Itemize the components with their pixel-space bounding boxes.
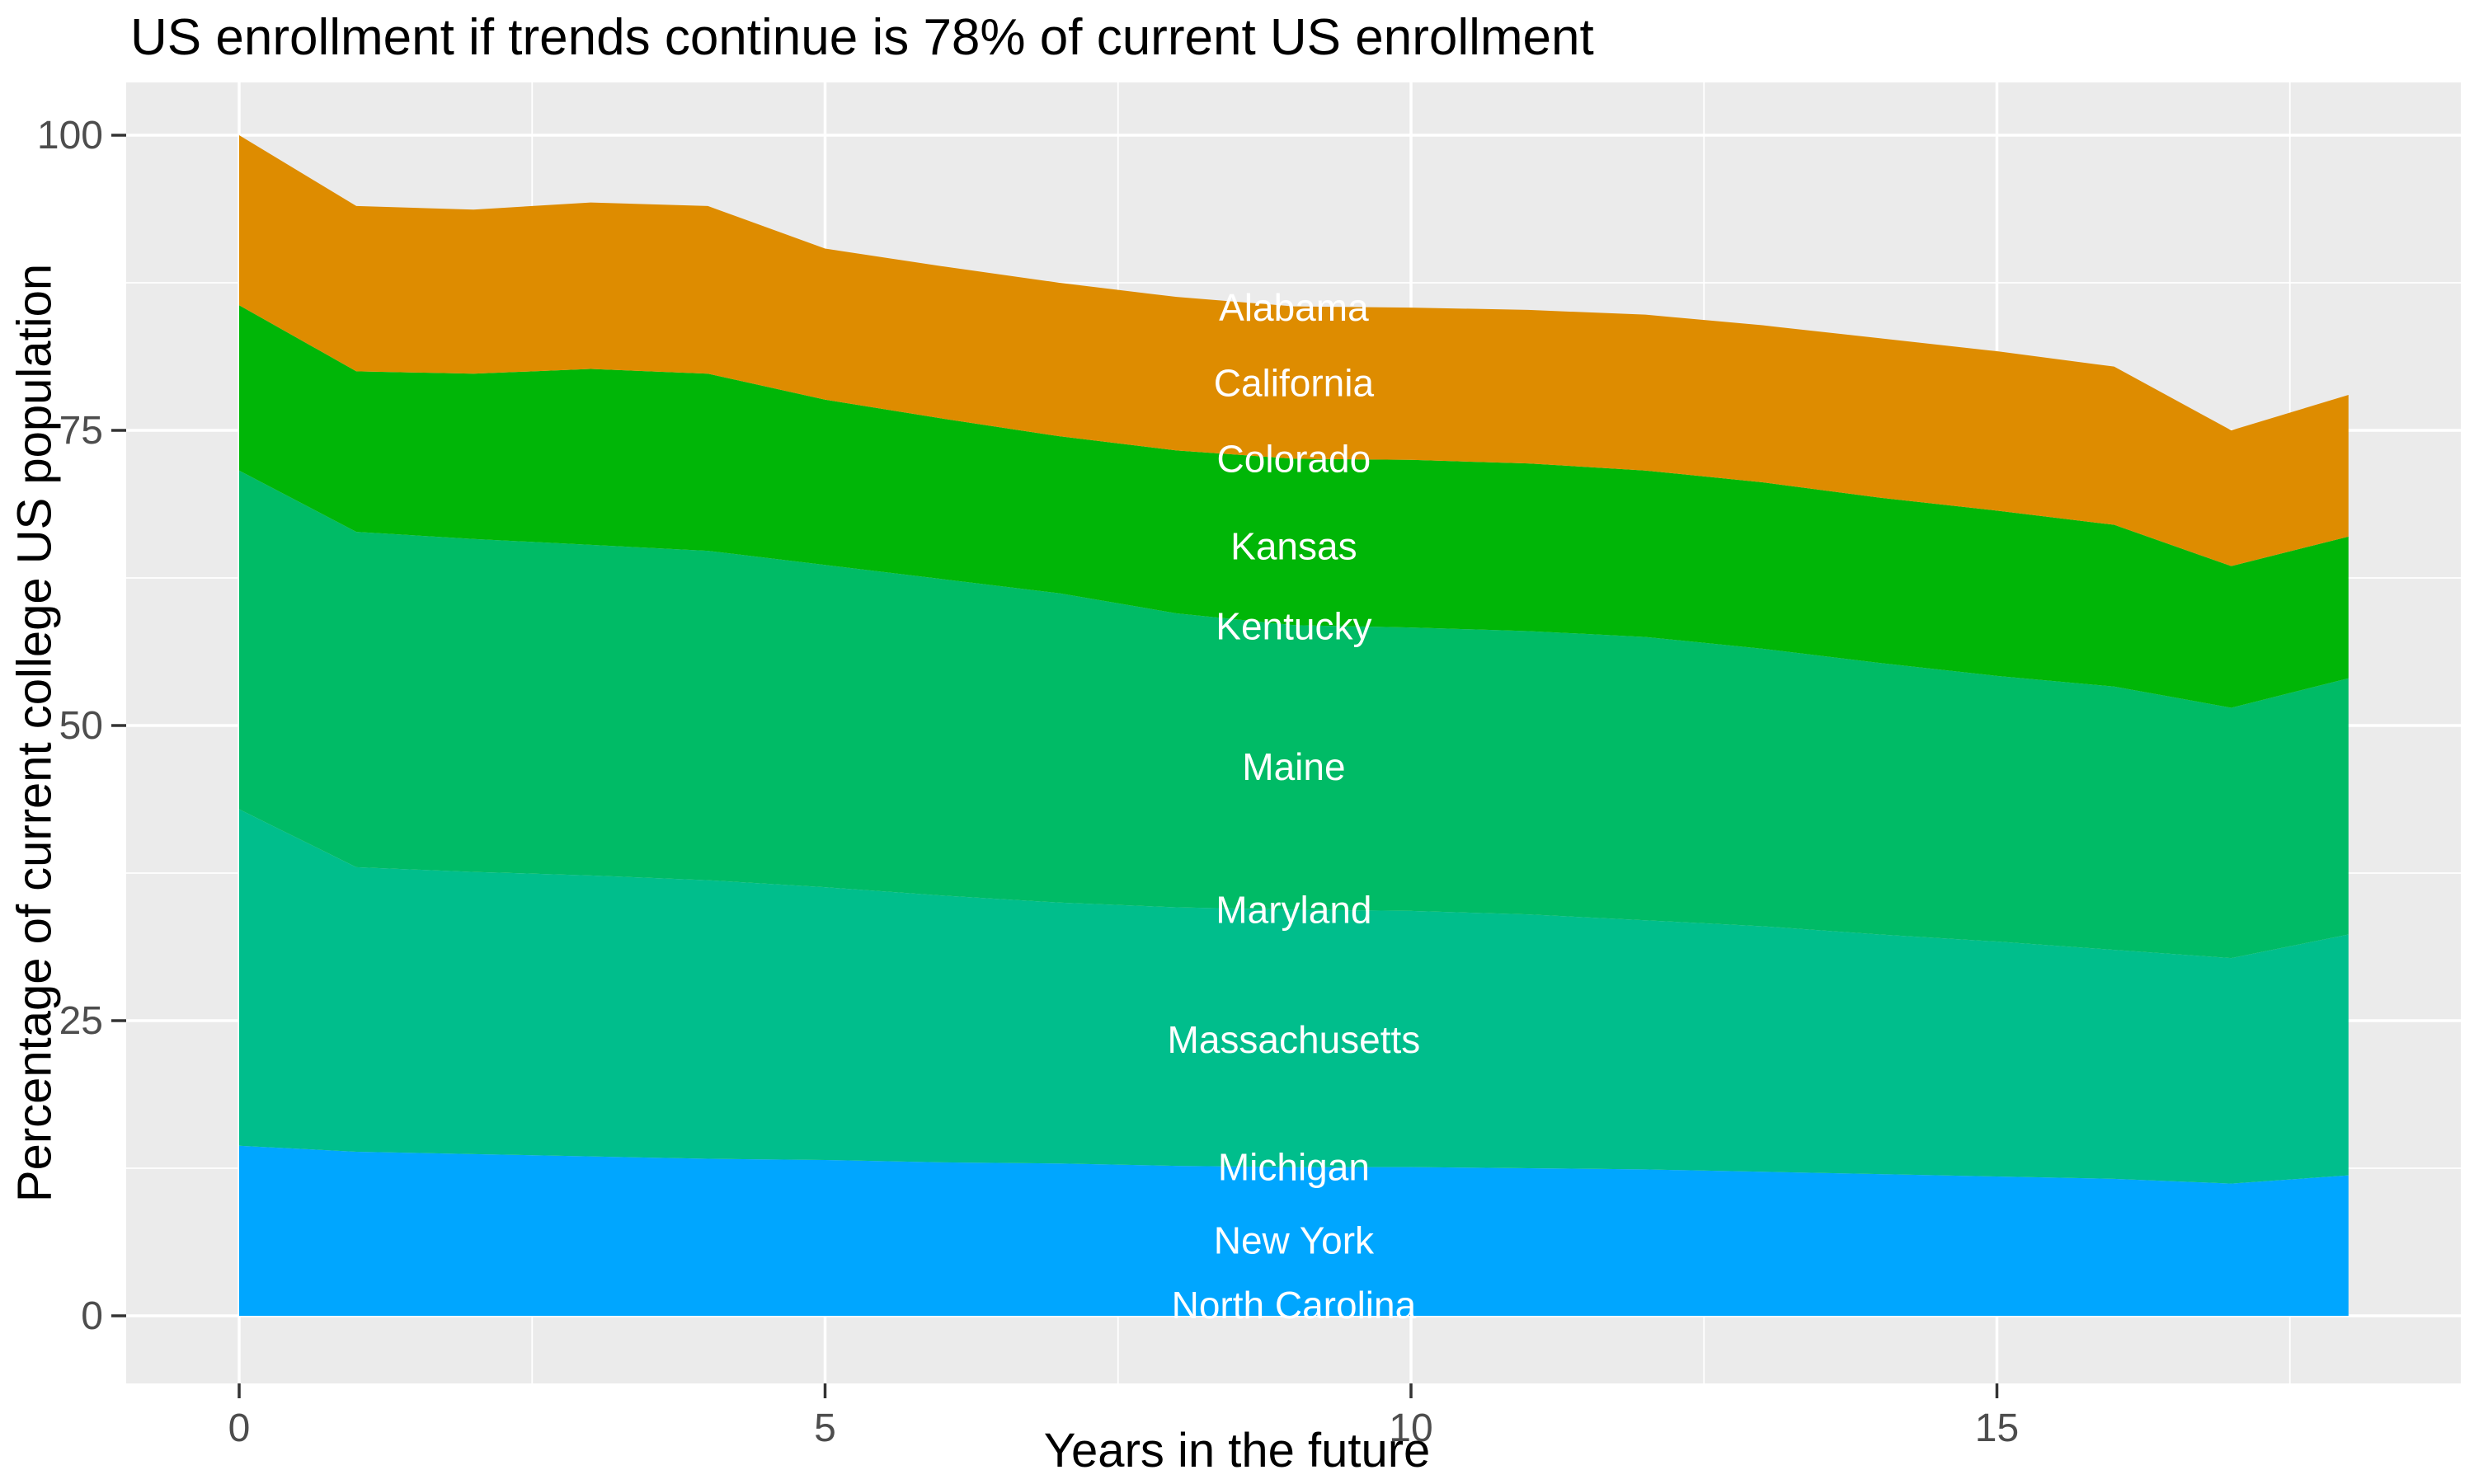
x-axis-title: Years in the future xyxy=(1043,1424,1431,1477)
state-label: North Carolina xyxy=(1172,1284,1417,1327)
state-label: California xyxy=(1214,362,1375,405)
state-label: Colorado xyxy=(1217,437,1371,480)
y-tick-label: 0 xyxy=(81,1294,103,1338)
area-band-massachusetts xyxy=(239,809,2349,1184)
x-tick-label: 5 xyxy=(814,1407,836,1450)
axes: 0 25 50 75 100 0 5 10 15 xyxy=(37,114,2019,1450)
x-tick-label: 0 xyxy=(228,1407,251,1450)
state-label: Maine xyxy=(1242,745,1345,788)
y-tick-label: 25 xyxy=(59,999,103,1043)
state-label: Maryland xyxy=(1216,888,1371,931)
area-band-new-york xyxy=(239,1145,2349,1316)
y-tick-label: 75 xyxy=(59,409,103,453)
state-labels: Alabama California Colorado Kansas Kentucky M… xyxy=(1168,286,1421,1327)
y-tick-label: 100 xyxy=(37,114,103,157)
x-tick-label: 15 xyxy=(1975,1407,2019,1450)
state-label: Alabama xyxy=(1219,286,1369,329)
state-label: Michigan xyxy=(1218,1146,1370,1189)
state-label: Kansas xyxy=(1230,524,1357,567)
area-bands xyxy=(239,135,2349,1316)
state-label: Kentucky xyxy=(1216,605,1371,648)
area-band-kansas xyxy=(239,305,2349,708)
state-label: Massachusetts xyxy=(1168,1018,1421,1061)
area-band-maine xyxy=(239,470,2349,959)
y-tick-label: 50 xyxy=(59,704,103,748)
x-tick-label: 10 xyxy=(1389,1407,1432,1450)
area-band-california xyxy=(239,135,2349,566)
chart-title: US enrollment if trends continue is 78% … xyxy=(130,9,1594,66)
state-label: New York xyxy=(1214,1219,1375,1261)
